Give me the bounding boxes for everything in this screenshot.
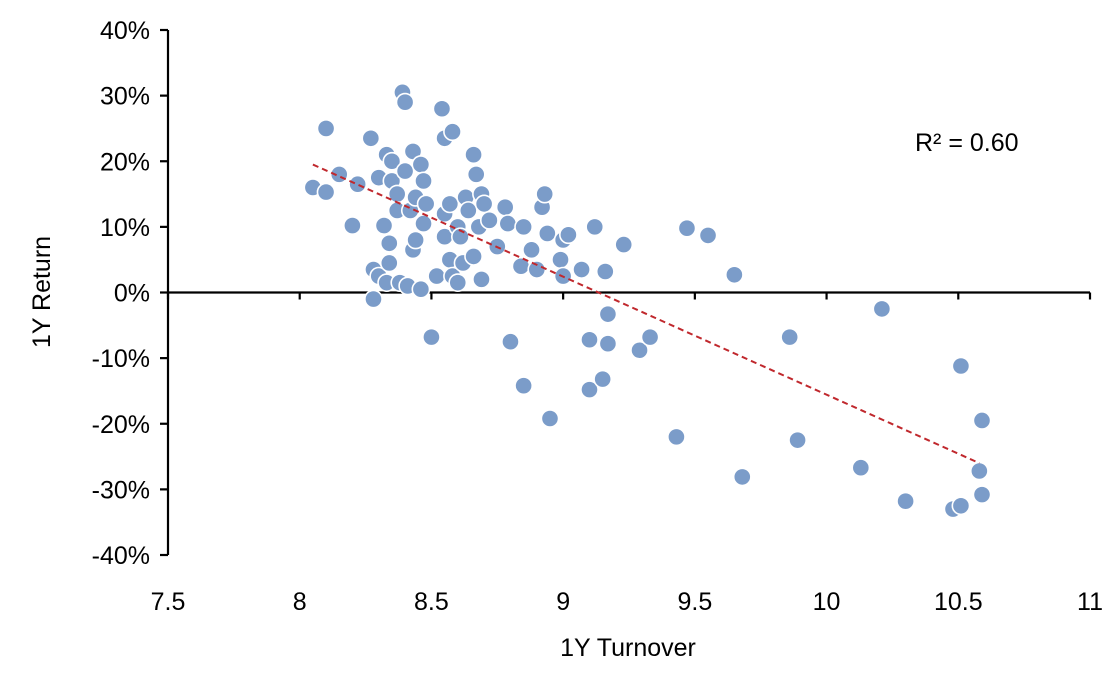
data-point [598,334,618,354]
y-tick-label: 40% [100,17,150,45]
x-tick-label: 8.5 [414,588,449,616]
data-point [348,174,368,194]
data-point [724,265,744,285]
data-point [514,217,534,237]
data-point [667,427,686,447]
data-point [316,119,336,138]
data-point [406,230,426,250]
y-tick-label: 30% [100,83,150,111]
data-point [414,214,433,233]
data-point [411,155,431,174]
x-tick-labels: 7.5 8 8.5 9 9.5 10 10.5 11 [151,588,1103,616]
data-point [732,467,752,487]
data-point [896,491,916,511]
data-point [630,340,649,360]
data-point [432,99,452,119]
data-point [464,247,483,266]
x-tick-label: 10.5 [934,588,983,616]
data-point [972,411,992,430]
data-point [395,92,415,112]
data-point [540,409,560,428]
data-point [951,356,971,376]
y-tick-labels: 40% 30% 20% 10% 0% -10% -20% -30% -40% [92,17,150,570]
y-tick-label: -30% [92,476,150,504]
data-point [466,164,486,184]
data-point [411,279,431,299]
data-point [414,171,433,191]
data-point [514,376,534,396]
data-point [422,327,441,347]
data-point [614,235,634,254]
data-point [427,266,447,286]
y-tick-label: -40% [92,542,150,570]
x-tick-label: 9.5 [677,588,712,616]
data-point [495,197,515,217]
data-point [342,216,362,235]
data-point [395,161,415,181]
data-point [374,216,394,235]
data-point [379,233,399,253]
data-point [498,214,518,233]
data-point [448,273,468,293]
data-point [443,122,462,142]
data-point [458,201,478,220]
data-point [872,299,892,319]
data-point [972,485,992,505]
data-point [474,194,494,214]
data-point [780,327,800,347]
data-point [580,380,599,400]
axes [160,28,1092,557]
data-point [595,262,615,281]
data-point [551,250,570,270]
data-point [522,240,541,260]
data-point [440,194,460,214]
y-tick-label: 0% [114,280,150,308]
y-tick-label: -10% [92,345,150,373]
x-axis-title: 1Y Turnover [560,634,696,662]
data-point [464,145,483,165]
data-point [316,182,336,202]
data-point [572,260,591,279]
data-point [537,224,557,243]
data-point [361,128,381,148]
data-point [580,330,599,350]
data-point [451,227,470,247]
data-point [851,458,871,478]
data-point [364,289,383,309]
trendline-group [312,163,980,465]
data-points [303,82,992,519]
data-point [593,369,613,389]
x-tick-label: 11 [1077,588,1103,616]
data-point [640,327,660,347]
data-point [501,332,520,352]
data-point [416,194,436,214]
data-point [379,253,399,273]
x-tick-label: 9 [556,588,570,616]
data-point [527,260,547,279]
data-point [382,151,402,171]
data-point [559,225,578,245]
data-point [677,218,697,238]
trendline [312,163,980,465]
x-tick-label: 10 [813,588,841,616]
y-tick-label: 10% [100,214,150,242]
y-axis-title: 1Y Return [28,236,56,348]
data-point [698,226,718,245]
y-tick-label: 20% [100,148,150,176]
data-point [535,184,555,204]
data-point [969,461,989,481]
data-point [585,217,605,237]
x-tick-label: 7.5 [151,588,186,616]
r-squared-label: R² = 0.60 [915,129,1019,157]
x-tick-label: 8 [293,588,307,616]
data-point [598,304,618,324]
data-point [472,269,491,289]
data-point [951,496,971,516]
data-point [479,210,499,230]
data-point [788,430,807,450]
y-tick-label: -20% [92,411,150,439]
